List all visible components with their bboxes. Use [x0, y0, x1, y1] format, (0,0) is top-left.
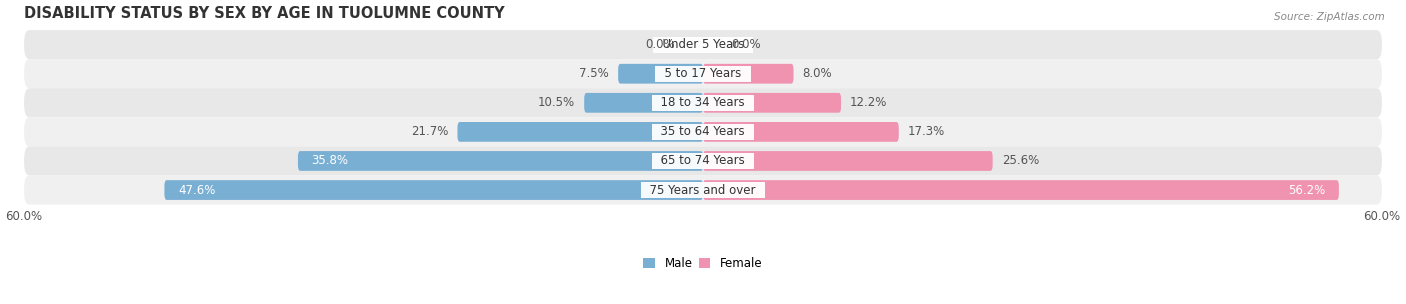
FancyBboxPatch shape — [24, 175, 1382, 205]
Text: 12.2%: 12.2% — [851, 96, 887, 109]
Text: 35.8%: 35.8% — [312, 154, 349, 168]
FancyBboxPatch shape — [24, 147, 1382, 175]
Text: 7.5%: 7.5% — [579, 67, 609, 80]
FancyBboxPatch shape — [24, 88, 1382, 117]
Text: 0.0%: 0.0% — [645, 38, 675, 51]
Text: 8.0%: 8.0% — [803, 67, 832, 80]
FancyBboxPatch shape — [703, 64, 793, 84]
Text: Source: ZipAtlas.com: Source: ZipAtlas.com — [1274, 12, 1385, 22]
Legend: Male, Female: Male, Female — [638, 252, 768, 275]
FancyBboxPatch shape — [165, 180, 703, 200]
FancyBboxPatch shape — [24, 59, 1382, 88]
Text: 18 to 34 Years: 18 to 34 Years — [654, 96, 752, 109]
Text: 17.3%: 17.3% — [908, 125, 945, 138]
FancyBboxPatch shape — [703, 93, 841, 113]
Text: Under 5 Years: Under 5 Years — [655, 38, 751, 51]
Text: 47.6%: 47.6% — [179, 184, 215, 197]
FancyBboxPatch shape — [457, 122, 703, 142]
FancyBboxPatch shape — [703, 151, 993, 171]
FancyBboxPatch shape — [619, 64, 703, 84]
Text: 5 to 17 Years: 5 to 17 Years — [657, 67, 749, 80]
FancyBboxPatch shape — [703, 180, 1339, 200]
FancyBboxPatch shape — [585, 93, 703, 113]
Text: 65 to 74 Years: 65 to 74 Years — [654, 154, 752, 168]
FancyBboxPatch shape — [703, 122, 898, 142]
Text: 25.6%: 25.6% — [1001, 154, 1039, 168]
Text: 10.5%: 10.5% — [538, 96, 575, 109]
Text: 21.7%: 21.7% — [411, 125, 449, 138]
Text: 75 Years and over: 75 Years and over — [643, 184, 763, 197]
Text: 0.0%: 0.0% — [731, 38, 761, 51]
Text: 35 to 64 Years: 35 to 64 Years — [654, 125, 752, 138]
FancyBboxPatch shape — [298, 151, 703, 171]
Text: 56.2%: 56.2% — [1288, 184, 1326, 197]
FancyBboxPatch shape — [24, 117, 1382, 147]
Text: DISABILITY STATUS BY SEX BY AGE IN TUOLUMNE COUNTY: DISABILITY STATUS BY SEX BY AGE IN TUOLU… — [24, 5, 505, 21]
FancyBboxPatch shape — [24, 30, 1382, 59]
